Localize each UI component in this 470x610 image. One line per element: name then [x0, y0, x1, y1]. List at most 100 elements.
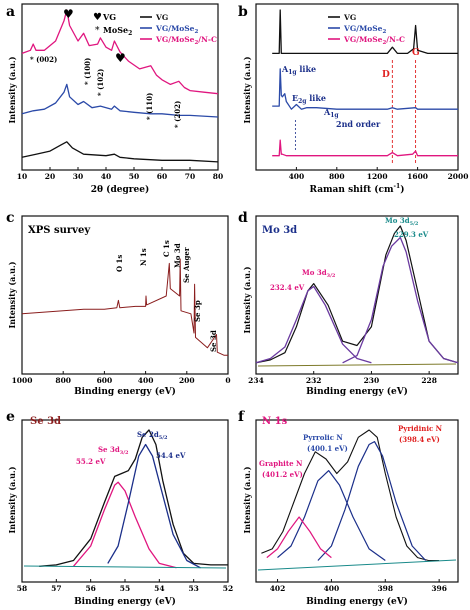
- panel-d: d Mo 3d Intensity (a.u.) Binding energy …: [238, 210, 459, 397]
- panel-a-xtick-label-5: 60: [157, 172, 167, 181]
- panel-a: a Intensity (a.u.) 2θ (degree) 10 20 30 40 5…: [6, 3, 223, 195]
- panel-a-legend-label-0: VG: [155, 13, 168, 22]
- panel-c-xtick-label-5: 0: [225, 376, 230, 385]
- series-line-d-1: [255, 285, 372, 364]
- panel-b-legend-label-2: VG/MoSe2/N-C: [343, 35, 405, 46]
- panel-a-heart-marker-100: ♥: [115, 51, 126, 65]
- panel-b-label-D: D: [382, 70, 390, 80]
- panel-d-xtick-label-1: 232: [306, 376, 322, 385]
- panel-a-legend-label-2: VG/MoSe2/N-C: [155, 35, 217, 46]
- panel-f-letter: f: [238, 409, 245, 425]
- series-line-a-2: [21, 9, 219, 95]
- panel-d-peak2-value: 229.3 eV: [394, 230, 429, 239]
- panel-f-xtick-label-3: 396: [431, 584, 447, 593]
- panel-a-xtick-label-3: 40: [101, 172, 111, 181]
- panel-e-peak1-label: Se 3d3/2: [98, 445, 129, 456]
- panel-a-xlabel: 2θ (degree): [91, 184, 149, 195]
- panel-c-peak-o1s: O 1s: [115, 255, 124, 272]
- panel-a-xtick-label-7: 80: [213, 172, 223, 181]
- panel-f-pyrrolic-value: (400.1 eV): [307, 444, 348, 453]
- panel-a-xtick-label-4: 50: [129, 172, 139, 181]
- panel-d-xtick-label-2: 230: [364, 376, 380, 385]
- panel-f: f N 1s Intensity (a.u.) Binding energy (…: [238, 409, 459, 607]
- panel-d-peak1-value: 232.4 eV: [270, 283, 305, 292]
- panel-a-marker-legend-vg: VG: [102, 12, 116, 22]
- panel-a-legend-label-1: VG/MoSe2: [155, 24, 198, 35]
- panel-b-xlabel: Raman shift (cm-1): [310, 183, 405, 195]
- panel-a-peak-202: * (202): [173, 101, 182, 128]
- panel-b: b Intensity (a.u.) Raman shift (cm-1) 40…: [238, 3, 469, 195]
- panel-c-letter: c: [6, 210, 15, 226]
- series-line-e-2: [107, 443, 201, 569]
- panel-f-graphite-value: (401.2 eV): [262, 470, 303, 479]
- panel-f-pyrrolic-label: Pyrrolic N: [303, 433, 343, 442]
- panel-a-peak-110: * (110): [145, 93, 154, 120]
- heart-marker-icon: ♥: [93, 12, 102, 23]
- panel-e-xlabel: Binding energy (eV): [74, 596, 176, 607]
- panel-d-xlabel: Binding energy (eV): [306, 386, 408, 397]
- panel-a-xtick-label-1: 20: [45, 172, 55, 181]
- panel-a-peak-100: * (100): [83, 58, 92, 85]
- panel-d-xtick-label-3: 228: [421, 376, 437, 385]
- panel-b-xtick-label-2: 1200: [367, 172, 388, 181]
- panel-d-ylabel: Intensity (a.u.): [242, 266, 252, 333]
- panel-d-peak1-label: Mo 3d3/2: [302, 268, 336, 279]
- panel-b-legend-label-1: VG/MoSe2: [343, 24, 386, 35]
- panel-b-letter: b: [238, 4, 248, 20]
- panel-c-xtick-label-4: 200: [179, 376, 195, 385]
- panel-d-letter: d: [238, 210, 248, 226]
- panel-a-marker-legend: ♥ VG * MoSe2: [93, 12, 132, 37]
- panel-a-marker-legend-mose2: MoSe2: [103, 25, 132, 37]
- panel-d-peak2-label: Mo 3d5/2: [385, 216, 419, 227]
- panel-e-baseline: [23, 565, 227, 569]
- panel-c-peak-n1s: N 1s: [139, 248, 148, 266]
- panel-c-frame: [21, 215, 229, 375]
- panel-f-xlabel: Binding energy (eV): [306, 596, 408, 607]
- panel-f-xtick-label-2: 398: [377, 584, 393, 593]
- panel-e-peak2-value: 54.4 eV: [156, 451, 186, 460]
- series-line-a-0: [21, 141, 219, 163]
- panel-d-frame: [255, 215, 459, 375]
- panel-b-xtick-label-3: 1600: [407, 172, 428, 181]
- series-line-e-0: [39, 429, 228, 567]
- panel-f-ylabel: Intensity (a.u.): [242, 466, 252, 533]
- panel-c-peak-se3d: Se 3d: [209, 330, 218, 352]
- panel-e-ylabel: Intensity (a.u.): [7, 466, 17, 533]
- panel-e-peak2-label: Se 2d5/2: [137, 430, 168, 441]
- panel-e-title: Se 3d: [30, 416, 61, 427]
- panel-e: e Se 3d Intensity (a.u.) Binding energy …: [6, 409, 233, 607]
- series-line-e-1: [73, 481, 177, 569]
- panel-c-xtick-label-2: 600: [97, 376, 113, 385]
- panel-e-xtick-label-0: 58: [17, 584, 27, 593]
- panel-a-xtick-label-0: 10: [17, 172, 27, 181]
- panel-a-frame: [21, 3, 219, 171]
- panel-f-pyridinic-value: (398.4 eV): [399, 435, 440, 444]
- panel-e-xtick-label-6: 52: [223, 584, 233, 593]
- panel-f-xtick-label-1: 400: [324, 584, 340, 593]
- panel-d-baseline: [257, 363, 457, 367]
- panel-b-label-G: G: [412, 48, 420, 58]
- panel-c-xtick-label-0: 1000: [12, 376, 33, 385]
- panel-c-ylabel: Intensity (a.u.): [7, 261, 17, 328]
- panel-c-xlabel: Binding energy (eV): [74, 386, 176, 397]
- panel-b-legend-label-0: VG: [343, 13, 356, 22]
- panel-c-peak-mo3d: Mo 3d: [173, 243, 182, 268]
- panel-b-xtick-label-4: 2000: [448, 172, 469, 181]
- panel-b-ylabel: Intensity (a.u.): [242, 56, 252, 123]
- series-line-f-3: [266, 516, 332, 559]
- panel-c-peak-se3p: Se 3p: [193, 300, 202, 322]
- panel-e-peak1-value: 55.2 eV: [76, 457, 106, 466]
- panel-c-peak-c1s: C 1s: [162, 240, 171, 257]
- panel-a-letter: a: [6, 4, 15, 20]
- panel-b-label-a1g-like: A1g like: [281, 64, 316, 76]
- panel-a-xtick-label-6: 70: [185, 172, 195, 181]
- panel-b-label-a1g: A1g: [323, 107, 339, 119]
- panel-f-title: N 1s: [262, 416, 288, 427]
- panel-b-label-2nd-order: 2nd order: [336, 119, 381, 129]
- series-line-f-0: [261, 429, 440, 562]
- panel-c-xtick-label-3: 400: [138, 376, 154, 385]
- panel-e-xtick-label-2: 56: [85, 584, 95, 593]
